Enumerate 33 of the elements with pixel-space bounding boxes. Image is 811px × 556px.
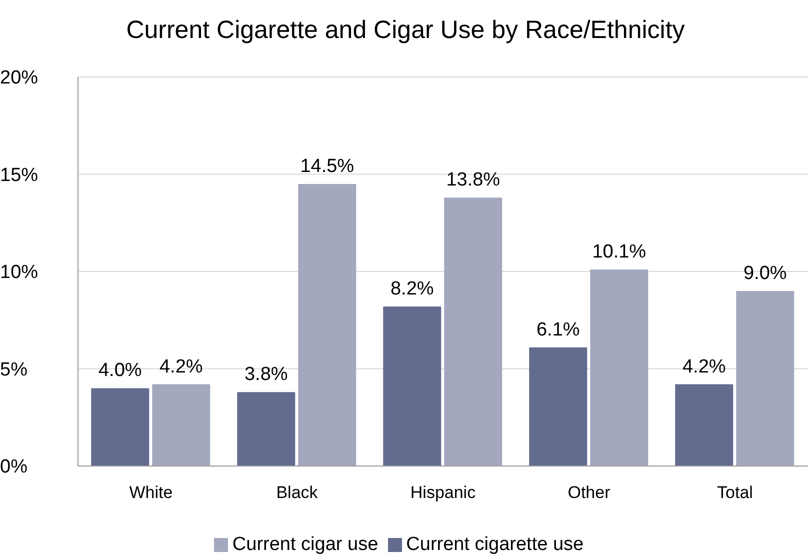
bar (736, 290, 794, 466)
bar (91, 388, 150, 466)
legend-label: Current cigar use (232, 534, 378, 555)
x-tick-label: Black (276, 483, 318, 502)
legend-label: Current cigarette use (406, 534, 584, 555)
data-label: 3.8% (244, 364, 288, 386)
y-tick-label: 20% (0, 68, 38, 89)
bar (383, 306, 442, 466)
bar (675, 384, 734, 466)
bar (237, 392, 296, 466)
y-tick-label: 15% (0, 164, 38, 186)
data-label: 6.1% (536, 319, 580, 340)
x-tick-label: Hispanic (410, 483, 476, 502)
bar (590, 270, 648, 466)
data-label: 4.0% (98, 360, 142, 382)
bar (298, 184, 356, 466)
data-label: 14.5% (300, 156, 354, 177)
chart-title: Current Cigarette and Cigar Use by Race/Ethnicity (125, 16, 686, 45)
x-tick-label: White (129, 483, 173, 502)
data-label: 10.1% (592, 242, 646, 263)
bar (529, 347, 588, 466)
bar (152, 384, 210, 466)
data-label: 4.2% (682, 356, 726, 378)
bar (444, 198, 502, 466)
data-label: 9.0% (743, 262, 787, 284)
x-tick-label: Total (717, 483, 753, 502)
data-label: 4.2% (159, 356, 203, 378)
y-tick-label: 5% (0, 359, 28, 380)
y-tick-label: 0% (0, 456, 28, 478)
data-label: 13.8% (446, 170, 500, 191)
y-tick-label: 10% (0, 262, 38, 284)
data-label: 8.2% (390, 278, 434, 300)
x-tick-label: Other (568, 483, 611, 502)
